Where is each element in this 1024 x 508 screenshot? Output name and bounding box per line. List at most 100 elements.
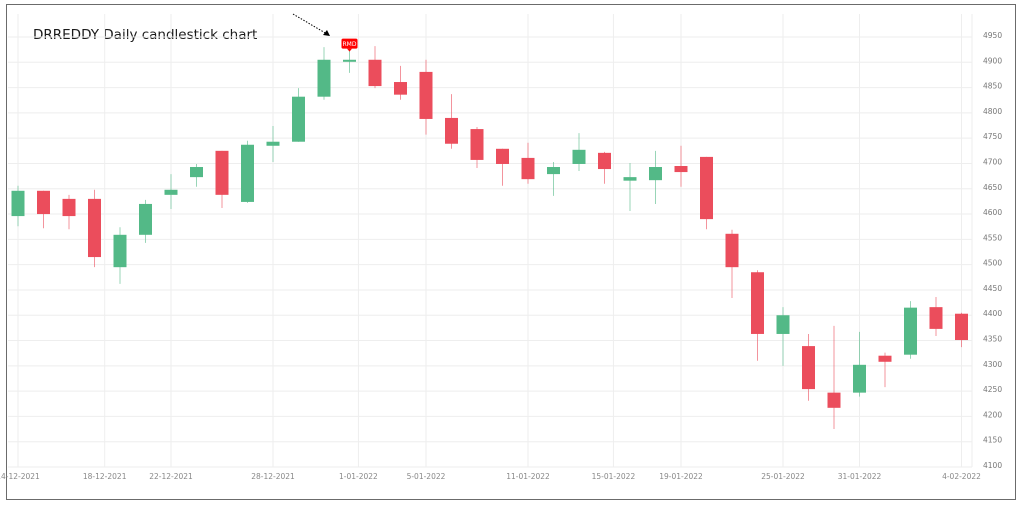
- candle: [776, 307, 790, 366]
- candle-body: [37, 190, 50, 215]
- candle: [113, 227, 127, 284]
- candle: [496, 148, 509, 186]
- candle: [623, 162, 637, 212]
- candle-body: [419, 71, 433, 119]
- x-tick-label: 22-12-2021: [149, 472, 193, 481]
- candle: [751, 270, 764, 361]
- y-tick-label: 4350: [983, 335, 1002, 344]
- candle-body: [11, 190, 25, 217]
- candle-body: [649, 167, 662, 181]
- candle-body: [113, 234, 127, 268]
- candles-series: [11, 46, 968, 430]
- candle: [190, 163, 203, 187]
- candle: [904, 301, 917, 359]
- y-tick-label: 4450: [983, 284, 1002, 293]
- candle-body: [241, 144, 254, 202]
- candle: [470, 127, 484, 169]
- candle: [215, 150, 229, 208]
- x-tick-label: 15-01-2022: [592, 472, 636, 481]
- arrow-line: [292, 13, 328, 35]
- candle: [649, 150, 662, 204]
- candle: [598, 151, 611, 184]
- candle-body: [317, 59, 331, 97]
- x-tick-label: 31-01-2022: [838, 472, 882, 481]
- grid-lines: [8, 14, 973, 468]
- candle-body: [368, 59, 382, 87]
- y-tick-label: 4900: [983, 56, 1002, 65]
- y-tick-label: 4800: [983, 107, 1002, 116]
- candle-body: [700, 156, 713, 220]
- candle-body: [929, 307, 943, 329]
- candle: [572, 133, 586, 172]
- y-tick-label: 4250: [983, 385, 1002, 394]
- candle: [37, 190, 50, 229]
- candle-body: [343, 59, 356, 62]
- candle: [164, 174, 178, 209]
- y-tick-label: 4600: [983, 208, 1002, 217]
- candle-body: [853, 364, 866, 393]
- y-axis: 4100 4150 4200 4250 4300 4350 4400 4450 4500 4550…: [983, 31, 1002, 470]
- y-tick-label: 4850: [983, 82, 1002, 91]
- candle-body: [674, 166, 688, 173]
- candle: [11, 185, 25, 227]
- candle: [802, 333, 815, 401]
- candle: [368, 46, 382, 89]
- marker-label: RMD: [343, 41, 357, 48]
- candle: [700, 156, 713, 230]
- candle: [317, 47, 331, 100]
- candle-body: [904, 307, 917, 355]
- candle-body: [878, 355, 892, 362]
- candle-body: [955, 313, 968, 341]
- y-tick-label: 4150: [983, 436, 1002, 445]
- candle-body: [521, 157, 535, 180]
- candle: [88, 189, 101, 268]
- x-tick-label: 19-01-2022: [659, 472, 703, 481]
- y-tick-label: 4400: [983, 309, 1002, 318]
- candle: [674, 145, 688, 187]
- chart-title: DRREDDY Daily candlestick chart: [33, 27, 258, 43]
- candle: [725, 229, 739, 299]
- candle-body: [394, 82, 407, 95]
- x-tick-label: 11-01-2022: [506, 472, 550, 481]
- candle: [878, 352, 892, 388]
- y-tick-label: 4650: [983, 183, 1002, 192]
- candle: [139, 199, 152, 243]
- candle-body: [164, 189, 178, 195]
- candle-body: [445, 117, 458, 144]
- candle-body: [751, 272, 764, 334]
- candle-body: [496, 148, 509, 164]
- x-tick-label: 1-01-2022: [339, 472, 378, 481]
- x-tick-label: 25-01-2022: [761, 472, 805, 481]
- x-tick-label: 28-12-2021: [251, 472, 295, 481]
- y-tick-label: 4300: [983, 360, 1002, 369]
- candle-body: [598, 152, 611, 170]
- y-tick-label: 4550: [983, 233, 1002, 242]
- candle: [827, 325, 841, 430]
- candle: [929, 297, 943, 336]
- candle: [955, 312, 968, 348]
- candle: [266, 126, 280, 162]
- candle-body: [292, 96, 305, 142]
- candle: [241, 140, 254, 203]
- y-tick-label: 4700: [983, 157, 1002, 166]
- annotations: RMD: [292, 13, 358, 52]
- y-tick-label: 4750: [983, 132, 1002, 141]
- candle-body: [623, 177, 637, 181]
- candle-body: [266, 141, 280, 146]
- candle-body: [190, 167, 203, 178]
- candle-body: [725, 233, 739, 268]
- candle: [419, 59, 433, 135]
- x-tick-label: 14-12-2021: [0, 472, 40, 481]
- candle: [445, 94, 458, 149]
- y-tick-label: 4200: [983, 410, 1002, 419]
- marker-pointer: [347, 48, 352, 52]
- candle-body: [139, 203, 152, 235]
- candle-body: [215, 150, 229, 195]
- candle: [547, 161, 560, 196]
- candle-body: [827, 392, 841, 408]
- x-tick-label: 4-02-2022: [942, 472, 981, 481]
- candle-body: [88, 198, 101, 258]
- arrow-head-icon: [323, 30, 330, 36]
- candle-body: [776, 315, 790, 334]
